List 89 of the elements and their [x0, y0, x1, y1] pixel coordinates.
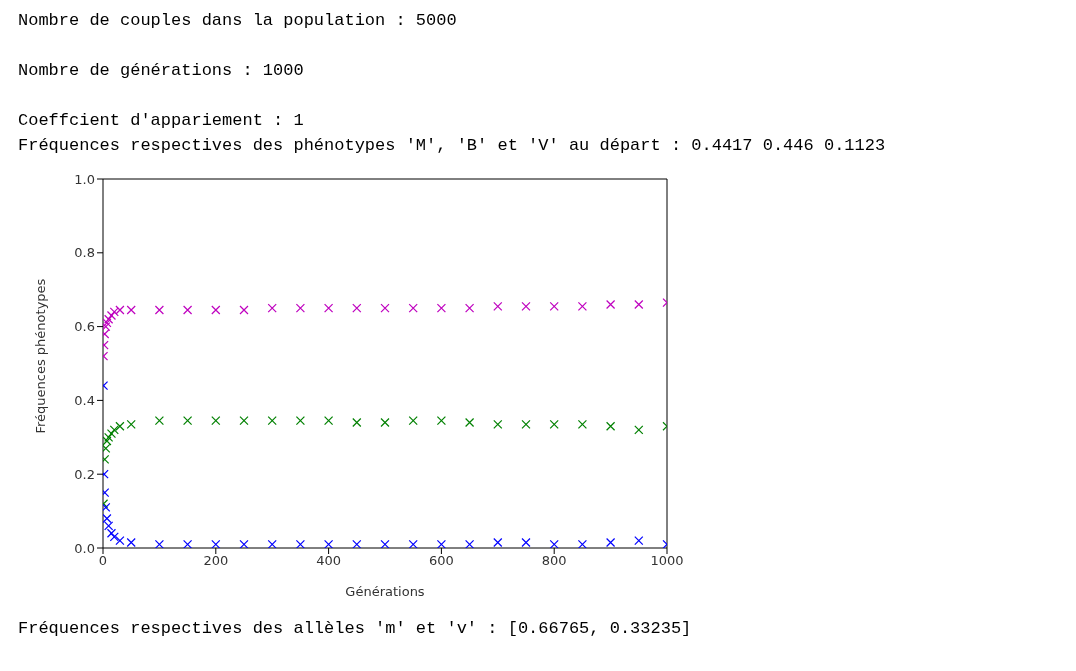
point: [267, 416, 277, 426]
x-tick-label: 0: [98, 553, 108, 569]
point: [267, 303, 277, 313]
point: [549, 301, 559, 311]
point: [104, 314, 114, 324]
point: [606, 421, 616, 431]
point: [104, 521, 114, 531]
point: [380, 539, 390, 548]
point: [211, 539, 221, 548]
point: [634, 425, 644, 435]
point: [183, 539, 193, 548]
point: [183, 305, 193, 315]
point: [239, 305, 249, 315]
x-tick-label: 800: [541, 553, 567, 569]
point: [115, 421, 125, 431]
point: [493, 301, 503, 311]
point: [109, 532, 119, 542]
point: [103, 513, 112, 524]
y-tick-label: 0.6: [74, 319, 95, 335]
point: [577, 419, 587, 429]
point: [324, 303, 334, 313]
point: [239, 416, 249, 426]
point: [521, 537, 531, 548]
x-tick-label: 400: [316, 553, 342, 569]
point: [436, 303, 446, 313]
point: [465, 417, 475, 428]
point: [352, 539, 362, 548]
x-tick-label: 1000: [650, 553, 684, 569]
point: [380, 303, 390, 313]
point: [521, 301, 531, 311]
point: [295, 416, 305, 426]
point: [154, 416, 164, 426]
x-tick-label: 600: [428, 553, 454, 569]
point: [408, 416, 418, 426]
point: [126, 419, 136, 429]
x-axis-title: Générations: [345, 584, 425, 599]
point: [493, 419, 503, 429]
point: [324, 539, 334, 548]
point: [211, 305, 221, 315]
point: [126, 537, 136, 548]
text: Fréquences respectives des allèles 'm' et 'v' : [0.66765, 0.33235]: [18, 618, 693, 640]
point: [634, 536, 644, 546]
text: Fréquences respectives des phénotypes 'M', 'B' et 'V' au départ : 0.4417 0.446 0.1123: [18, 135, 887, 157]
point: [436, 539, 446, 548]
point: [577, 301, 587, 311]
point: [103, 436, 112, 446]
point: [493, 537, 503, 548]
point: [408, 539, 418, 548]
point: [126, 305, 136, 315]
point: [521, 419, 531, 429]
point: [577, 539, 587, 548]
y-tick-label: 0.0: [74, 540, 95, 556]
point: [183, 416, 193, 426]
y-tick-label: 0.4: [74, 393, 95, 409]
point: [549, 539, 559, 548]
point: [465, 303, 475, 313]
y-tick-label: 0.8: [74, 245, 95, 261]
point: [606, 299, 616, 310]
y-tick-label: 1.0: [74, 171, 95, 187]
point: [324, 416, 334, 426]
point: [103, 318, 112, 328]
point: [103, 443, 111, 453]
text: Nombre de générations : 1000: [18, 60, 305, 82]
y-axis-title: Fréquences phénotypes: [32, 278, 48, 434]
point: [239, 539, 249, 548]
point: [352, 417, 362, 428]
point: [606, 537, 616, 548]
point: [211, 416, 221, 426]
point: [408, 303, 418, 313]
point: [352, 303, 362, 313]
point: [267, 539, 277, 548]
point: [154, 305, 164, 315]
point: [295, 539, 305, 548]
point: [634, 299, 644, 310]
point: [115, 536, 125, 546]
text: Coeffcient d'appariement : 1: [18, 110, 305, 132]
text: Nombre de couples dans la population : 5000: [18, 10, 458, 32]
point: [103, 502, 111, 513]
point: [103, 322, 111, 332]
point: [295, 303, 305, 313]
x-tick-label: 200: [203, 553, 229, 569]
point: [465, 539, 475, 548]
point: [380, 417, 390, 428]
point: [549, 419, 559, 429]
y-tick-label: 0.2: [74, 466, 95, 482]
point: [154, 539, 164, 548]
point: [106, 528, 117, 538]
point: [109, 425, 119, 435]
point: [436, 416, 446, 426]
